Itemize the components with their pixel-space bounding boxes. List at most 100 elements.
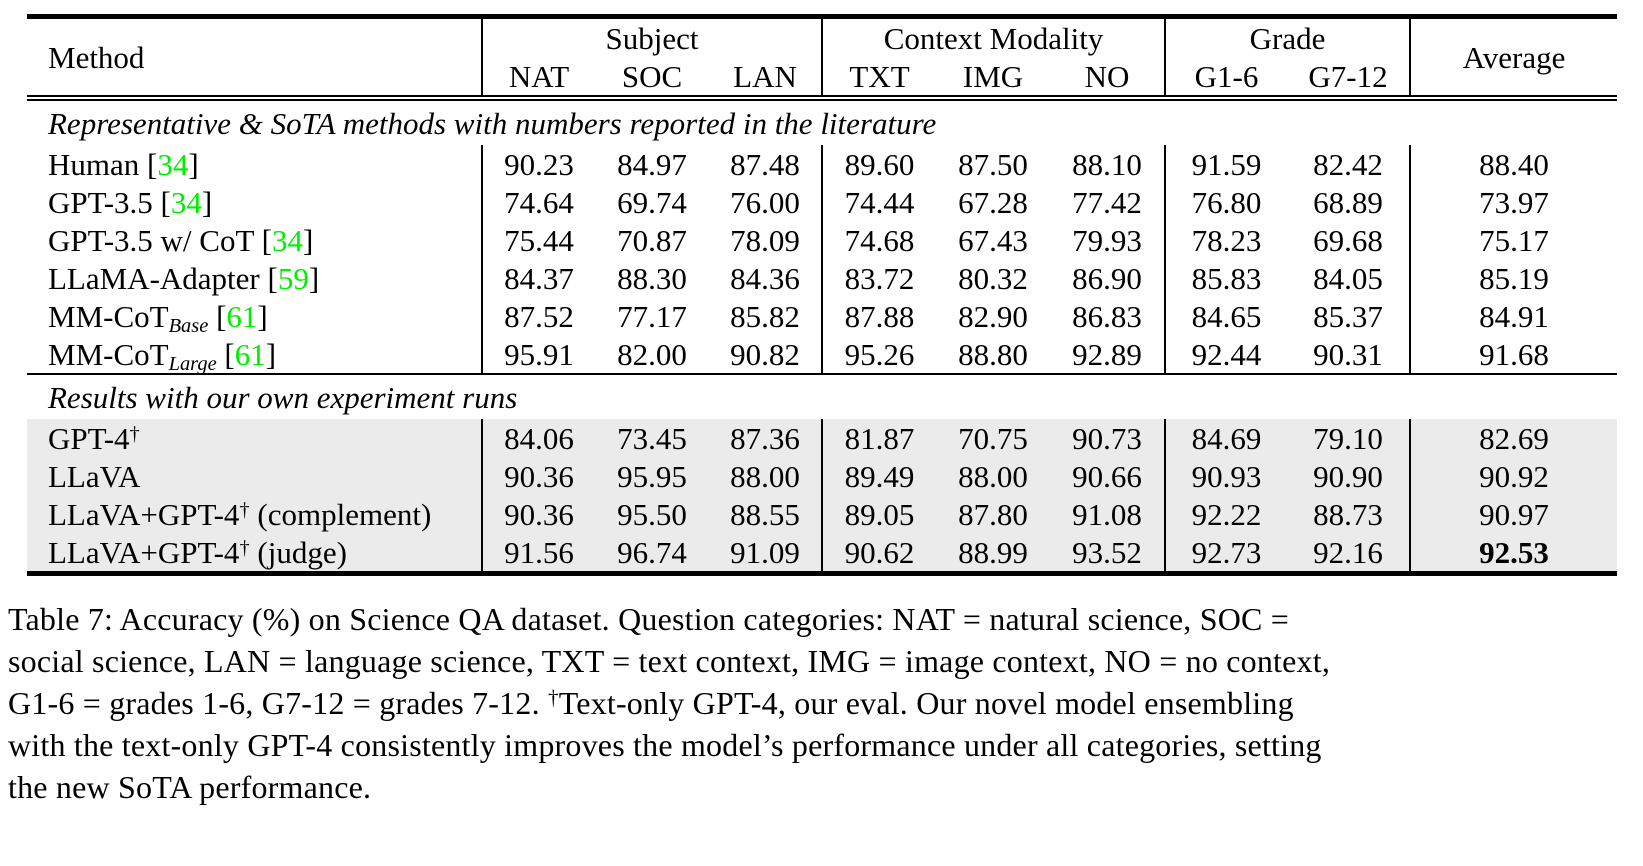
value-cell: 80.32: [958, 260, 1028, 296]
value-cell: 82.90: [958, 298, 1028, 334]
value-cell: 89.05: [821, 495, 937, 533]
table-row: LLaMA-Adapter [59] 84.37 88.30 84.36 83.72 80…: [27, 259, 1618, 297]
method-name: LLaMA-Adapter [59]: [48, 260, 320, 296]
value-cell: 88.30: [617, 260, 687, 296]
value-cell: 84.69: [1164, 419, 1288, 457]
method-name: LLaVA+GPT-4† (judge): [27, 533, 482, 574]
value-cell: 90.36: [481, 457, 595, 495]
table-row: MM-CoTLarge [61] 95.91 82.00 90.82 95.26 88.8…: [27, 335, 1618, 375]
column-header-lan: LAN: [709, 57, 823, 101]
column-header-soc: SOC: [595, 57, 709, 101]
value-cell: 91.59: [1164, 145, 1288, 183]
section-title: Results with our own experiment runs: [27, 373, 1618, 419]
table-row: GPT-4† 84.06 73.45 87.36 81.87 70.75 90.73 84.6…: [27, 419, 1618, 457]
citation-number: 34: [157, 146, 189, 182]
value-cell: 93.52: [1050, 533, 1166, 574]
value-cell: 84.97: [617, 146, 687, 182]
method-label: MM-CoT: [48, 298, 169, 334]
value-cell: 90.31: [1313, 336, 1383, 372]
value-cell: 67.28: [958, 184, 1028, 220]
value-cell: 89.60: [821, 145, 937, 183]
method-subscript: Large: [168, 352, 217, 375]
value-cell: 86.83: [1072, 298, 1142, 334]
table-row: LLaVA 90.36 95.95 88.00 89.49 88.00 90.66 90.93…: [27, 457, 1618, 495]
value-cell: 85.37: [1313, 298, 1383, 334]
value-cell: 90.90: [1287, 457, 1411, 495]
method-name: MM-CoTLarge [61]: [48, 336, 277, 375]
value-cell: 69.74: [617, 184, 687, 220]
value-cell: 95.26: [821, 335, 937, 374]
value-cell: 87.88: [821, 297, 937, 335]
value-cell: 91.08: [1050, 495, 1166, 533]
value-cell: 84.36: [730, 260, 800, 296]
value-cell: 76.00: [730, 184, 800, 220]
method-label: GPT-3.5: [48, 184, 153, 220]
column-header-average: Average: [1409, 16, 1618, 101]
method-label: LLaVA+GPT-4: [48, 534, 240, 570]
header-group-row: Method Subject Context Modality Grade Av…: [27, 16, 1618, 101]
method-name: Human [34]: [48, 146, 199, 182]
section-title-row: Results with our own experiment runs: [27, 373, 1618, 419]
dagger-superscript: †: [129, 422, 140, 445]
dagger-superscript: †: [547, 685, 559, 710]
value-cell: 69.68: [1313, 222, 1383, 258]
method-name: GPT-3.5 w/ CoT [34]: [48, 222, 314, 258]
value-cell: 67.43: [958, 222, 1028, 258]
method-subscript: Base: [168, 314, 209, 337]
header-subcolumn-row: NAT SOC LAN TXT IMG NO G1-6 G7-12: [27, 57, 1617, 101]
value-cell: 88.73: [1287, 495, 1411, 533]
value-cell: 92.89: [1072, 336, 1142, 372]
value-cell: 95.91: [481, 335, 595, 374]
caption-line: social science, LAN = language science, …: [8, 643, 1331, 679]
dagger-superscript: †: [239, 536, 250, 559]
table-body: Representative & SoTA methods with numbe…: [27, 98, 1618, 574]
method-label: LLaMA-Adapter: [48, 260, 260, 296]
value-cell: 95.95: [595, 457, 709, 495]
value-cell: 82.69: [1409, 419, 1618, 457]
table-row: GPT-3.5 [34] 74.64 69.74 76.00 74.44 67.28 77.…: [27, 183, 1618, 221]
value-cell: 78.09: [730, 222, 800, 258]
table-row: Human [34] 90.23 84.97 87.48 89.60 87.50 88.10…: [27, 145, 1618, 183]
value-cell: 96.74: [595, 533, 709, 574]
value-cell: 88.10: [1072, 146, 1142, 182]
value-cell: 85.19: [1409, 259, 1618, 297]
value-cell: 78.23: [1164, 221, 1288, 259]
column-header-method: Method: [27, 16, 482, 101]
value-cell: 84.65: [1164, 297, 1288, 335]
value-cell: 82.00: [617, 336, 687, 372]
results-table: Method Subject Context Modality Grade Av…: [27, 14, 1618, 576]
value-cell: 90.23: [481, 145, 595, 183]
method-name: MM-CoTBase [61]: [48, 298, 268, 337]
value-cell: 90.82: [730, 336, 800, 372]
value-cell: 74.64: [481, 183, 595, 221]
value-cell: 90.66: [1050, 457, 1166, 495]
value-cell: 74.44: [821, 183, 937, 221]
value-cell: 84.06: [481, 419, 595, 457]
method-suffix: (judge): [249, 534, 347, 570]
citation-number: 34: [271, 222, 303, 258]
value-cell: 90.73: [1050, 419, 1166, 457]
page: Method Subject Context Modality Grade Av…: [0, 14, 1643, 866]
value-cell: 95.50: [595, 495, 709, 533]
value-cell: 90.62: [821, 533, 937, 574]
citation-number: 34: [170, 184, 202, 220]
value-cell: 87.36: [709, 419, 823, 457]
method-label: MM-CoT: [48, 336, 169, 372]
caption-line: Table 7: Accuracy (%) on Science QA data…: [8, 601, 1290, 637]
value-cell: 87.50: [958, 146, 1028, 182]
method-suffix: (complement): [249, 496, 432, 532]
table-row: GPT-3.5 w/ CoT [34] 75.44 70.87 78.09 74.68 6…: [27, 221, 1618, 259]
value-cell: 83.72: [821, 259, 937, 297]
citation-number: 61: [226, 298, 258, 334]
value-cell: 76.80: [1164, 183, 1288, 221]
value-cell: 84.05: [1313, 260, 1383, 296]
column-header-g1-6: G1-6: [1164, 57, 1288, 101]
value-cell: 92.44: [1164, 335, 1288, 374]
value-cell: 73.97: [1409, 183, 1618, 221]
column-group-grade: Grade: [1164, 16, 1411, 57]
value-cell: 79.10: [1287, 419, 1411, 457]
method-label: Human: [48, 146, 140, 182]
value-cell: 74.68: [821, 221, 937, 259]
value-cell: 88.55: [709, 495, 823, 533]
column-group-context-modality: Context Modality: [821, 16, 1166, 57]
